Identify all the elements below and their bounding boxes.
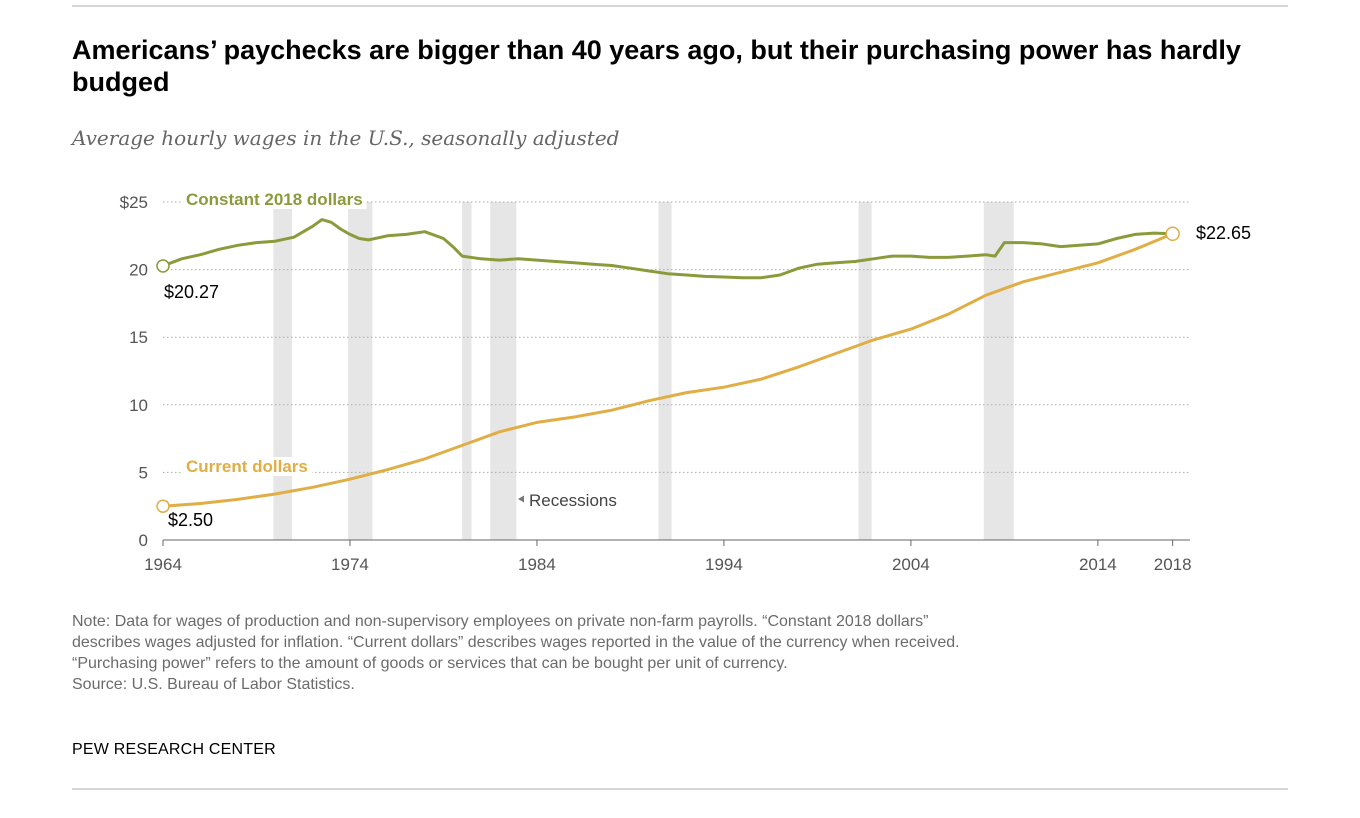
end-value-label: $22.65 [1196, 223, 1251, 243]
recession-band-5 [858, 202, 872, 540]
end-marker [1165, 226, 1180, 242]
y-tick-label-25: $25 [120, 193, 148, 212]
recession-band-2 [462, 202, 472, 540]
constant-start-marker [156, 259, 170, 273]
recession-band-0 [273, 202, 293, 540]
current-start-value: $2.50 [168, 510, 213, 530]
y-axis-ticks: 0 5 10 15 20 $25 [120, 193, 148, 550]
note-line-2: describes wages adjusted for inflation. … [72, 634, 960, 651]
x-tick-label-1964: 1964 [144, 555, 182, 574]
y-tick-label-20: 20 [129, 261, 148, 280]
recession-band-4 [658, 202, 672, 540]
current-dollars-line [161, 232, 1175, 508]
x-axis-ticks: 1964 1974 1984 1994 2004 2014 2018 [144, 540, 1192, 574]
note-line-1: Note: Data for wages of production and n… [72, 613, 929, 630]
recessions-pointer-icon [518, 495, 524, 503]
current-start-marker [156, 499, 170, 513]
x-tick-label-2018: 2018 [1154, 555, 1192, 574]
label-backing [182, 457, 312, 476]
recession-bands [273, 202, 1014, 540]
source-line: Source: U.S. Bureau of Labor Statistics. [72, 676, 355, 693]
x-tick-label-2014: 2014 [1079, 555, 1117, 574]
annotations: Constant 2018 dollars Current dollars $20.… [164, 190, 1251, 530]
recessions-label: Recessions [529, 491, 617, 510]
chart-title: Americans’ paychecks are bigger than 40 … [72, 35, 1241, 97]
note-line-3: “Purchasing power” refers to the amount … [72, 655, 788, 672]
x-tick-label-1974: 1974 [331, 555, 369, 574]
y-tick-label-5: 5 [139, 463, 148, 482]
wage-line-chart: 0 5 10 15 20 $25 1964 1974 1984 1994 2004 2014 2018… [120, 190, 1251, 574]
gridlines [163, 201, 1190, 541]
y-tick-label-10: 10 [129, 396, 148, 415]
constant-start-value: $20.27 [164, 282, 219, 302]
top-rule [72, 5, 1288, 7]
brand-logo-text: PEW RESEARCH CENTER [72, 741, 276, 758]
current-series-label: Current dollars [186, 457, 308, 476]
y-tick-label-0: 0 [139, 531, 148, 550]
chart-note: Note: Data for wages of production and n… [72, 611, 1302, 695]
x-tick-label-1984: 1984 [518, 555, 556, 574]
recession-band-6 [983, 202, 1014, 540]
bottom-rule [72, 788, 1288, 790]
y-tick-label-15: 15 [129, 328, 148, 347]
x-tick-label-1994: 1994 [705, 555, 743, 574]
chart-subtitle: Average hourly wages in the U.S., season… [72, 126, 620, 150]
x-tick-label-2004: 2004 [892, 555, 930, 574]
label-backing [182, 190, 367, 209]
constant-dollars-line [161, 218, 1175, 280]
constant-series-label: Constant 2018 dollars [186, 190, 363, 209]
recession-band-3 [490, 202, 517, 540]
series-lines [156, 218, 1180, 513]
recession-band-1 [348, 202, 373, 540]
